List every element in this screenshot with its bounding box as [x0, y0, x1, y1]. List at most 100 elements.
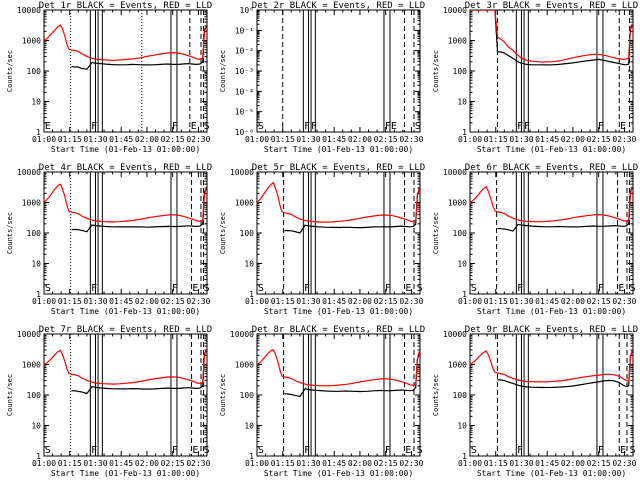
state-letter: E [618, 283, 624, 294]
state-letter: E [192, 445, 198, 456]
x-tick-label: 02:30 [612, 297, 636, 306]
y-tick-label: 1000 [235, 361, 254, 370]
y-tick-label: 1 [36, 128, 41, 137]
x-tick-label: 01:00 [458, 135, 482, 144]
x-tick-label: 01:30 [83, 459, 107, 468]
events-series-line [497, 351, 633, 389]
y-tick-label: 1000 [235, 199, 254, 208]
x-tick-label: 02:00 [135, 459, 159, 468]
chart-title: Det 1r BLACK = Events, RED = LLD [39, 1, 212, 11]
y-tick-label: 1000 [22, 361, 41, 370]
plot-area [470, 172, 633, 294]
y-tick-label: 1 [36, 452, 41, 461]
state-letter: S [415, 121, 421, 132]
x-tick-label: 01:30 [296, 135, 320, 144]
state-letter: E [620, 445, 626, 456]
state-letter: F [172, 121, 178, 132]
x-tick-label: 02:00 [561, 459, 585, 468]
y-tick-label: 10000 [443, 330, 467, 339]
state-letter: F [172, 445, 178, 456]
lld-series-line [257, 349, 420, 387]
chart-title: Det 6r BLACK = Events, RED = LLD [465, 163, 638, 173]
x-tick-label: 01:00 [458, 297, 482, 306]
state-letter: F [311, 121, 317, 132]
y-tick-label: 10000 [17, 330, 41, 339]
x-tick-label: 01:30 [83, 297, 107, 306]
chart-title: Det 3r BLACK = Events, RED = LLD [465, 1, 638, 11]
x-tick-label: 02:00 [561, 297, 585, 306]
chart-panel-6: Det 6r BLACK = Events, RED = LLD 1 10 100 10… [432, 163, 638, 316]
y-tick-label: 10⁻¹ [235, 26, 254, 35]
state-letter: E [391, 121, 397, 132]
state-letter: S [417, 283, 423, 294]
plot-frame [256, 9, 421, 133]
state-letter: S [471, 445, 477, 456]
y-tick-label: 10 [31, 422, 41, 431]
chart-title: Det 4r BLACK = Events, RED = LLD [39, 163, 212, 173]
y-tick-label: 1000 [22, 199, 41, 208]
y-tick-label: 100 [240, 229, 255, 238]
x-tick-label: 01:00 [245, 297, 269, 306]
x-tick-label: 01:15 [58, 459, 82, 468]
state-letter: S [204, 283, 210, 294]
x-tick-label: 01:30 [509, 459, 533, 468]
x-tick-label: 02:15 [161, 135, 185, 144]
state-letter: F [385, 283, 391, 294]
x-tick-label: 02:15 [587, 459, 611, 468]
events-series-line [470, 10, 633, 66]
y-tick-label: 10 [457, 98, 467, 107]
x-tick-label: 01:45 [109, 297, 133, 306]
x-tick-label: 02:30 [186, 297, 210, 306]
y-tick-label: 1 [462, 290, 467, 299]
y-axis-label: Counts/sec [219, 212, 227, 254]
x-axis-label: Start Time (01-Feb-13 01:00:00) [51, 145, 200, 154]
chart-panel-1: Det 1r BLACK = Events, RED = LLD 1 10 100 10… [6, 1, 212, 154]
x-tick-label: 01:45 [535, 135, 559, 144]
x-tick-label: 01:45 [109, 459, 133, 468]
chart-title: Det 8r BLACK = Events, RED = LLD [252, 325, 425, 335]
x-tick-label: 02:15 [374, 135, 398, 144]
x-tick-label: 01:45 [535, 459, 559, 468]
x-tick-label: 01:00 [32, 297, 56, 306]
plot-frame [469, 171, 634, 295]
x-tick-label: 02:00 [348, 135, 372, 144]
x-tick-label: 02:30 [399, 135, 423, 144]
y-tick-label: 10 [244, 422, 254, 431]
chart-title: Det 2r BLACK = Events, RED = LLD [252, 1, 425, 11]
x-tick-label: 01:15 [271, 297, 295, 306]
events-series-line [497, 188, 633, 232]
plot-frame [469, 333, 634, 457]
state-letter: S [417, 445, 423, 456]
y-tick-label: 10000 [230, 330, 254, 339]
state-letter: S [258, 121, 264, 132]
x-tick-label: 01:45 [322, 135, 346, 144]
x-tick-label: 02:30 [612, 459, 636, 468]
x-tick-label: 01:30 [296, 297, 320, 306]
chart-panel-4: Det 4r BLACK = Events, RED = LLD 1 10 100 10… [6, 163, 212, 316]
state-letter: S [204, 445, 210, 456]
x-tick-label: 01:00 [458, 459, 482, 468]
x-tick-label: 01:30 [509, 135, 533, 144]
state-letter: F [304, 121, 310, 132]
state-letter: E [405, 445, 411, 456]
plot-frame [256, 333, 421, 457]
y-tick-label: 10⁻⁴ [235, 87, 254, 96]
state-letter: E [45, 121, 51, 132]
y-axis-label: Counts/sec [432, 212, 440, 254]
y-tick-label: 10000 [230, 168, 254, 177]
x-tick-label: 01:00 [245, 459, 269, 468]
x-tick-label: 02:00 [348, 459, 372, 468]
y-tick-label: 10⁻⁵ [235, 108, 254, 117]
state-letter: S [630, 283, 636, 294]
x-tick-label: 01:15 [484, 135, 508, 144]
y-tick-label: 10 [31, 98, 41, 107]
x-tick-label: 01:15 [484, 459, 508, 468]
lld-series-line [44, 349, 207, 385]
chart-panel-2: Det 2r BLACK = Events, RED = LLD 10⁻⁶ 10⁻⁵… [219, 1, 425, 154]
x-tick-label: 01:30 [83, 135, 107, 144]
state-letter: F [385, 121, 391, 132]
y-tick-label: 100 [453, 391, 468, 400]
plot-area [257, 172, 420, 294]
y-tick-label: 10000 [443, 168, 467, 177]
x-tick-label: 01:15 [271, 135, 295, 144]
